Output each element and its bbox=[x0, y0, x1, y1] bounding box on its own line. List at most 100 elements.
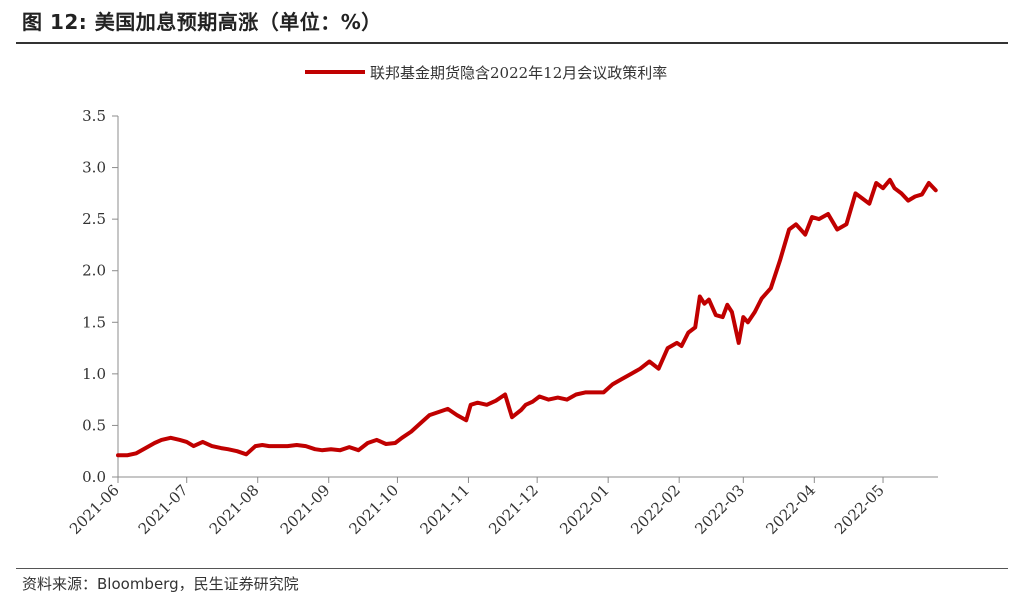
data-point bbox=[746, 320, 750, 324]
data-point bbox=[253, 444, 257, 448]
data-point bbox=[356, 448, 361, 452]
data-point bbox=[675, 341, 679, 345]
chart-legend: 联邦基金期货隐含2022年12月会议政策利率 bbox=[305, 64, 667, 82]
figure-title: 图 12: 美国加息预期高涨（单位：%） bbox=[22, 10, 382, 34]
data-point bbox=[329, 447, 333, 451]
series-line bbox=[116, 177, 938, 458]
data-point bbox=[276, 444, 280, 448]
data-point bbox=[657, 367, 661, 371]
data-point bbox=[906, 199, 910, 203]
data-point bbox=[881, 186, 885, 190]
data-point bbox=[169, 436, 173, 440]
data-point bbox=[125, 453, 129, 457]
data-point bbox=[629, 372, 633, 376]
data-point bbox=[219, 446, 223, 450]
data-point bbox=[455, 413, 459, 417]
data-point bbox=[409, 430, 413, 434]
y-tick-label: 2.5 bbox=[82, 210, 106, 228]
legend-label: 联邦基金期货隐含2022年12月会议政策利率 bbox=[370, 64, 667, 82]
data-point bbox=[638, 367, 642, 371]
data-point bbox=[437, 410, 441, 414]
x-tick-label: 2022-04 bbox=[762, 481, 819, 538]
data-point bbox=[760, 297, 764, 301]
data-point bbox=[260, 443, 264, 447]
data-point bbox=[730, 310, 734, 314]
data-point bbox=[185, 440, 189, 444]
x-tick-label: 2021-07 bbox=[135, 481, 192, 538]
y-tick-label: 1.0 bbox=[82, 365, 106, 383]
data-point bbox=[418, 421, 422, 425]
data-point bbox=[769, 286, 773, 290]
data-point bbox=[686, 331, 690, 335]
data-point bbox=[510, 415, 514, 419]
data-point bbox=[159, 438, 164, 442]
data-point bbox=[519, 408, 523, 412]
y-tick-label: 3.0 bbox=[82, 159, 106, 177]
data-point bbox=[714, 313, 718, 317]
data-point bbox=[803, 233, 807, 237]
data-point bbox=[494, 399, 498, 403]
data-point bbox=[464, 418, 468, 422]
title-rule bbox=[16, 42, 1008, 44]
data-point bbox=[927, 181, 931, 185]
data-point bbox=[226, 447, 230, 451]
data-point bbox=[913, 194, 917, 199]
data-point bbox=[698, 294, 702, 299]
data-point bbox=[235, 449, 239, 453]
data-point bbox=[702, 302, 707, 306]
data-point bbox=[565, 398, 569, 402]
data-point bbox=[721, 315, 725, 319]
data-point bbox=[295, 443, 299, 447]
data-point bbox=[611, 382, 615, 386]
data-point bbox=[304, 444, 308, 448]
source-note: 资料来源：Bloomberg，民生证券研究院 bbox=[22, 575, 299, 593]
data-point bbox=[347, 445, 351, 449]
data-point bbox=[134, 451, 138, 455]
data-point bbox=[524, 403, 528, 407]
data-point bbox=[116, 453, 120, 457]
data-point bbox=[547, 398, 551, 402]
data-point bbox=[707, 298, 711, 302]
data-point bbox=[320, 448, 324, 452]
data-point bbox=[826, 212, 830, 216]
data-point bbox=[647, 359, 652, 364]
data-point bbox=[375, 438, 379, 442]
data-point bbox=[934, 188, 938, 192]
data-point bbox=[810, 215, 814, 219]
data-point bbox=[787, 227, 791, 232]
data-point bbox=[899, 191, 904, 195]
data-point bbox=[503, 392, 507, 397]
data-point bbox=[531, 400, 535, 404]
data-point bbox=[338, 448, 342, 452]
data-point bbox=[794, 222, 798, 226]
x-tick-label: 2021-06 bbox=[66, 481, 123, 538]
data-point bbox=[602, 390, 606, 394]
data-point bbox=[201, 440, 205, 444]
data-point bbox=[853, 191, 858, 195]
data-point bbox=[888, 178, 892, 182]
y-tick-label: 3.5 bbox=[82, 107, 106, 125]
data-point bbox=[574, 392, 578, 397]
data-point bbox=[143, 446, 148, 450]
data-point bbox=[427, 413, 432, 417]
data-point bbox=[867, 202, 871, 206]
x-tick-label: 2022-05 bbox=[831, 481, 888, 538]
x-tick-label: 2021-08 bbox=[206, 481, 263, 538]
data-point bbox=[210, 444, 214, 448]
x-tick-label: 2022-01 bbox=[556, 481, 613, 538]
x-tick-label: 2022-03 bbox=[691, 481, 748, 538]
data-point bbox=[446, 407, 450, 411]
data-point bbox=[583, 390, 587, 394]
y-tick-label: 2.0 bbox=[82, 262, 106, 280]
data-point bbox=[153, 441, 157, 445]
data-point bbox=[384, 442, 388, 446]
data-point bbox=[537, 394, 542, 399]
data-point bbox=[753, 310, 757, 314]
data-point bbox=[285, 444, 290, 448]
x-tick-label: 2021-12 bbox=[485, 481, 542, 538]
data-point bbox=[835, 227, 839, 232]
data-point bbox=[737, 341, 741, 345]
x-axis: 2021-06 2021-07 2021-08 2021-09 2021-10 2021-… bbox=[66, 477, 888, 538]
data-point bbox=[476, 401, 480, 405]
data-point bbox=[666, 346, 670, 350]
